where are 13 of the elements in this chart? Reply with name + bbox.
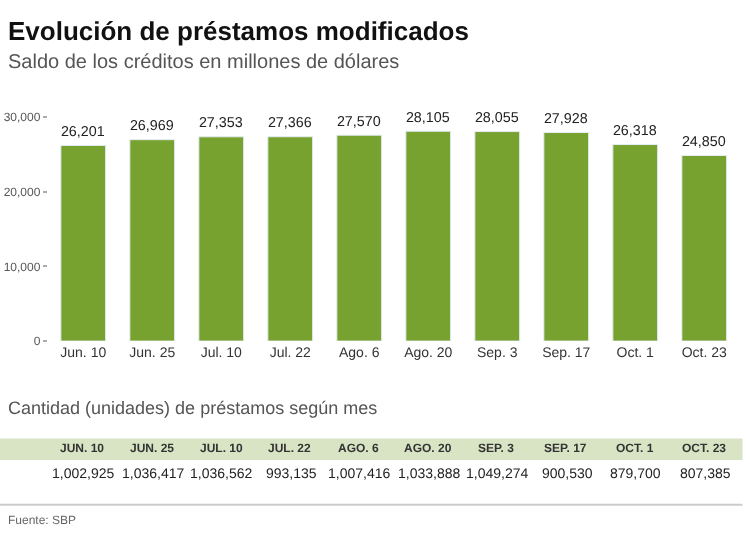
bar bbox=[129, 139, 176, 342]
bar bbox=[336, 134, 383, 342]
bar bbox=[681, 155, 728, 342]
text: Cantidad (unidades) de préstamos según mes bbox=[8, 398, 379, 418]
bar bbox=[543, 132, 590, 342]
chart-title: Evolución de préstamos modificados bbox=[8, 16, 469, 46]
bar bbox=[267, 136, 314, 342]
bar bbox=[405, 130, 452, 342]
bar bbox=[198, 136, 245, 342]
bar bbox=[60, 144, 107, 342]
bar bbox=[474, 131, 521, 342]
chart-subtitle: Saldo de los créditos en millones de dólares bbox=[8, 52, 400, 74]
bar bbox=[612, 144, 659, 342]
